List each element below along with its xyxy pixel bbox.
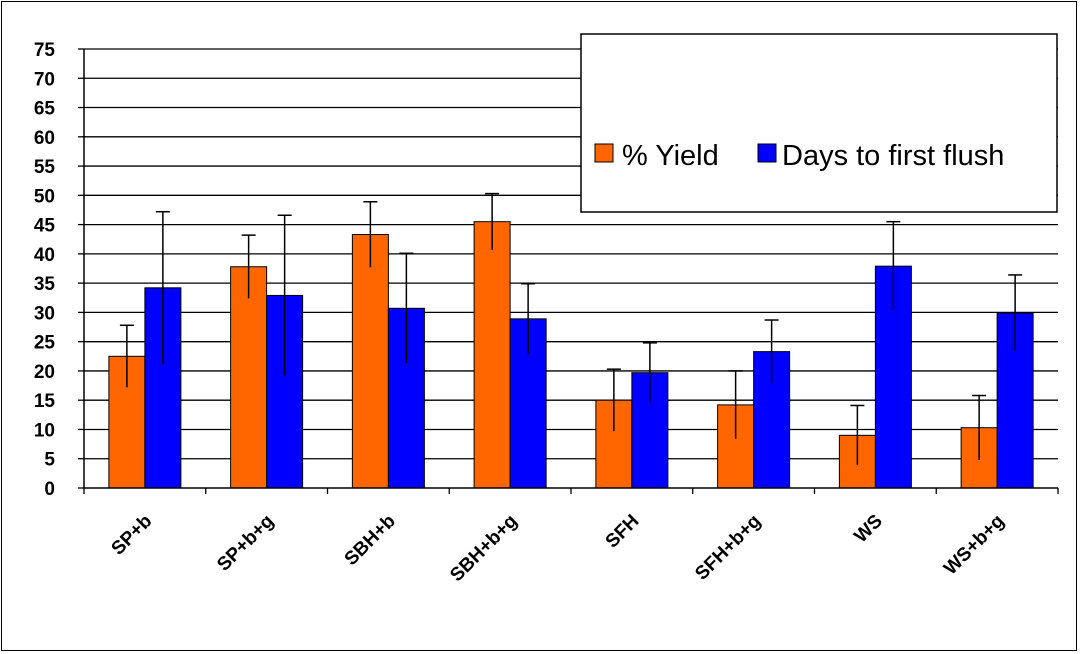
y-tick-label: 35 [34, 274, 56, 295]
x-tick-label: SBH+b [341, 511, 400, 570]
y-tick-label: 25 [34, 333, 56, 354]
y-tick-label: 70 [34, 69, 55, 90]
y-tick-label: 10 [34, 420, 55, 441]
y-tick-label: 30 [34, 303, 55, 324]
legend: % Yield Days to first flush [580, 33, 1058, 213]
y-tick-label: 15 [34, 391, 56, 412]
y-tick-label: 0 [44, 479, 55, 500]
y-tick-label: 5 [44, 450, 55, 471]
y-tick-label: 45 [34, 216, 56, 237]
x-tick-label: SBH+b+g [446, 511, 521, 586]
legend-box [580, 33, 1058, 213]
y-tick-labels: 0 5 10 15 20 25 30 35 40 45 50 55 60 65 70 75 [34, 40, 56, 500]
y-tick-label: 20 [34, 362, 55, 383]
y-tick-label: 50 [34, 186, 55, 207]
y-tick-label: 40 [34, 245, 55, 266]
x-tick-labels: SP+b SP+b+g SBH+b SBH+b+g SFH SFH+b+g WS WS+b+g [108, 511, 1009, 586]
legend-label-yield: % Yield [622, 140, 719, 172]
x-tick-label: SP+b+g [213, 511, 278, 576]
x-tick-label: WS+b+g [940, 511, 1009, 580]
x-tick-label: SFH [602, 511, 644, 553]
x-tick-label: SFH+b+g [691, 511, 765, 585]
bars [108, 221, 1034, 489]
x-tick-label: WS [850, 511, 886, 547]
axes [78, 48, 1059, 494]
x-tick-label: SP+b [108, 511, 157, 560]
error-bars [119, 192, 1023, 466]
legend-swatch-days [757, 143, 777, 163]
bar-yield [230, 266, 268, 489]
y-tick-label: 65 [34, 99, 56, 120]
legend-label-days: Days to first flush [782, 140, 1004, 172]
bar-yield [473, 221, 511, 489]
y-tick-label: 55 [34, 157, 56, 178]
bar-yield [351, 234, 389, 489]
legend-swatch-yield [594, 143, 614, 163]
y-tick-label: 75 [34, 40, 56, 61]
y-tick-label: 60 [34, 128, 55, 149]
